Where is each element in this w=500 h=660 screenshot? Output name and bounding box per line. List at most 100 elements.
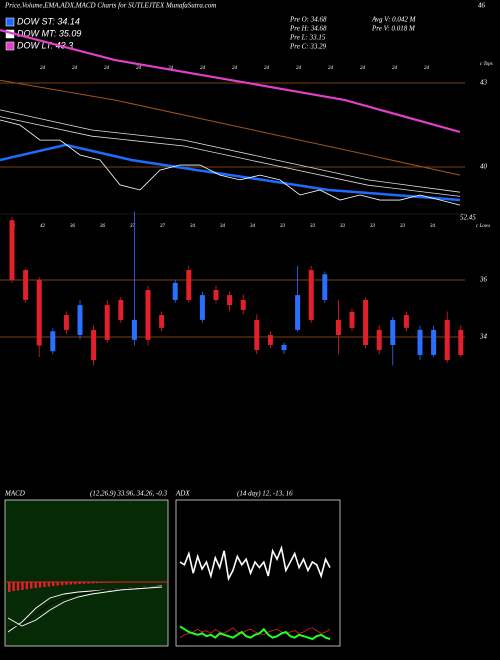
candle-body: [172, 282, 178, 300]
candle-body: [431, 329, 437, 355]
candle-body: [199, 295, 205, 320]
candle-body: [186, 270, 192, 300]
macd-bar: [113, 582, 117, 583]
candle-body: [159, 315, 165, 328]
macd-bar: [21, 582, 24, 590]
adx-panel: [175, 499, 341, 647]
candle-body: [63, 315, 69, 330]
legend-swatch: [5, 17, 15, 27]
candle-body: [335, 319, 341, 336]
candle-body: [23, 270, 29, 300]
plus-di-line: [179, 625, 331, 641]
y-tick-label: 43: [480, 79, 488, 87]
macd-bar: [16, 582, 20, 591]
adx-line: [179, 545, 331, 582]
date-label: 24: [104, 66, 110, 71]
macd-bar: [69, 582, 73, 585]
ema-line: [0, 109, 461, 193]
macd-bar: [47, 582, 51, 587]
candle-body: [36, 280, 42, 346]
date-label: 37: [130, 224, 136, 229]
macd-bar: [78, 582, 81, 584]
macd-bar: [118, 582, 121, 583]
date-label: 24: [136, 66, 142, 71]
date-label: 34: [250, 224, 256, 229]
lows-tag: c Lows: [476, 224, 490, 229]
stat: Pre L: 33.15: [289, 34, 326, 42]
candle-body: [145, 289, 151, 340]
macd-bar: [8, 582, 11, 592]
macd-bar: [109, 582, 112, 583]
date-label: 42: [40, 224, 46, 229]
date-label: 24: [40, 66, 46, 71]
candle-body: [50, 331, 56, 352]
legend-label: DOW ST: 34.14: [17, 16, 80, 26]
candle-body: [227, 295, 233, 306]
stat: Pre H: 34.68: [289, 25, 327, 33]
candle-body: [458, 329, 464, 355]
macd-bar: [60, 582, 64, 586]
macd-bar: [74, 582, 77, 585]
macd-bar: [43, 582, 46, 587]
date-label: 33: [370, 224, 376, 229]
dow-lt-line: [0, 29, 461, 134]
date-label: 24: [424, 66, 430, 71]
candle-body: [363, 299, 369, 345]
legend-label: DOW LT: 43.3: [17, 40, 73, 50]
macd-label: MACD: [4, 490, 25, 498]
date-label: 24: [200, 66, 206, 71]
macd-bar: [87, 582, 90, 584]
macd-bar: [52, 582, 55, 586]
date-label: 36: [70, 224, 76, 229]
corner-label: 46: [478, 2, 486, 10]
candle-body: [281, 344, 287, 351]
y-tick-label: 34: [479, 333, 488, 341]
adx-params: (14 day) 12, -13, 16: [237, 490, 293, 498]
date-label: 24: [72, 66, 78, 71]
candle-body: [444, 319, 450, 361]
stat: Avg V: 0.042 M: [371, 16, 417, 24]
candle-body: [403, 315, 409, 328]
macd-bar: [12, 582, 15, 591]
date-label: 33: [340, 224, 346, 229]
y-tick-label: 40: [480, 163, 488, 171]
macd-bar: [38, 582, 42, 588]
macd-bar: [34, 582, 37, 588]
date-label: 34: [190, 224, 196, 229]
candle-body: [376, 329, 382, 351]
candle-body: [240, 299, 246, 310]
candle-body: [9, 220, 15, 280]
macd-bar: [100, 582, 103, 583]
stat: Pre V: 0.018 M: [371, 25, 416, 33]
date-label: 34: [430, 224, 436, 229]
macd-bar: [122, 582, 125, 583]
chart-title: Price,Volume,EMA,ADX,MACD Charts for SUT…: [4, 2, 216, 10]
candle-body: [349, 311, 355, 328]
low-tag: 52.45: [460, 214, 476, 222]
macd-bar: [65, 582, 68, 585]
date-label: 36: [100, 224, 106, 229]
ema-line: [0, 116, 461, 197]
candle-body: [131, 319, 137, 340]
candle-body: [91, 329, 97, 361]
y-tick-label: 36: [479, 276, 488, 284]
macd-line: [7, 586, 163, 627]
candle-body: [267, 335, 273, 345]
macd-bar: [25, 582, 29, 590]
date-label: 33: [280, 224, 286, 229]
candle-body: [118, 299, 124, 320]
date-label: 24: [328, 66, 334, 71]
date-label: 24: [360, 66, 366, 71]
candle-body: [213, 289, 219, 300]
candle-body: [308, 270, 314, 320]
macd-bar: [104, 582, 108, 583]
dow-st-line: [0, 143, 461, 202]
candle-body: [104, 305, 110, 340]
tops-tag: c Tops: [480, 62, 493, 67]
macd-bar: [30, 582, 33, 589]
date-label: 37: [160, 224, 166, 229]
candle-body: [77, 305, 83, 336]
legend-swatch: [5, 41, 15, 51]
candle-body: [390, 319, 396, 345]
macd-bar: [82, 582, 86, 584]
